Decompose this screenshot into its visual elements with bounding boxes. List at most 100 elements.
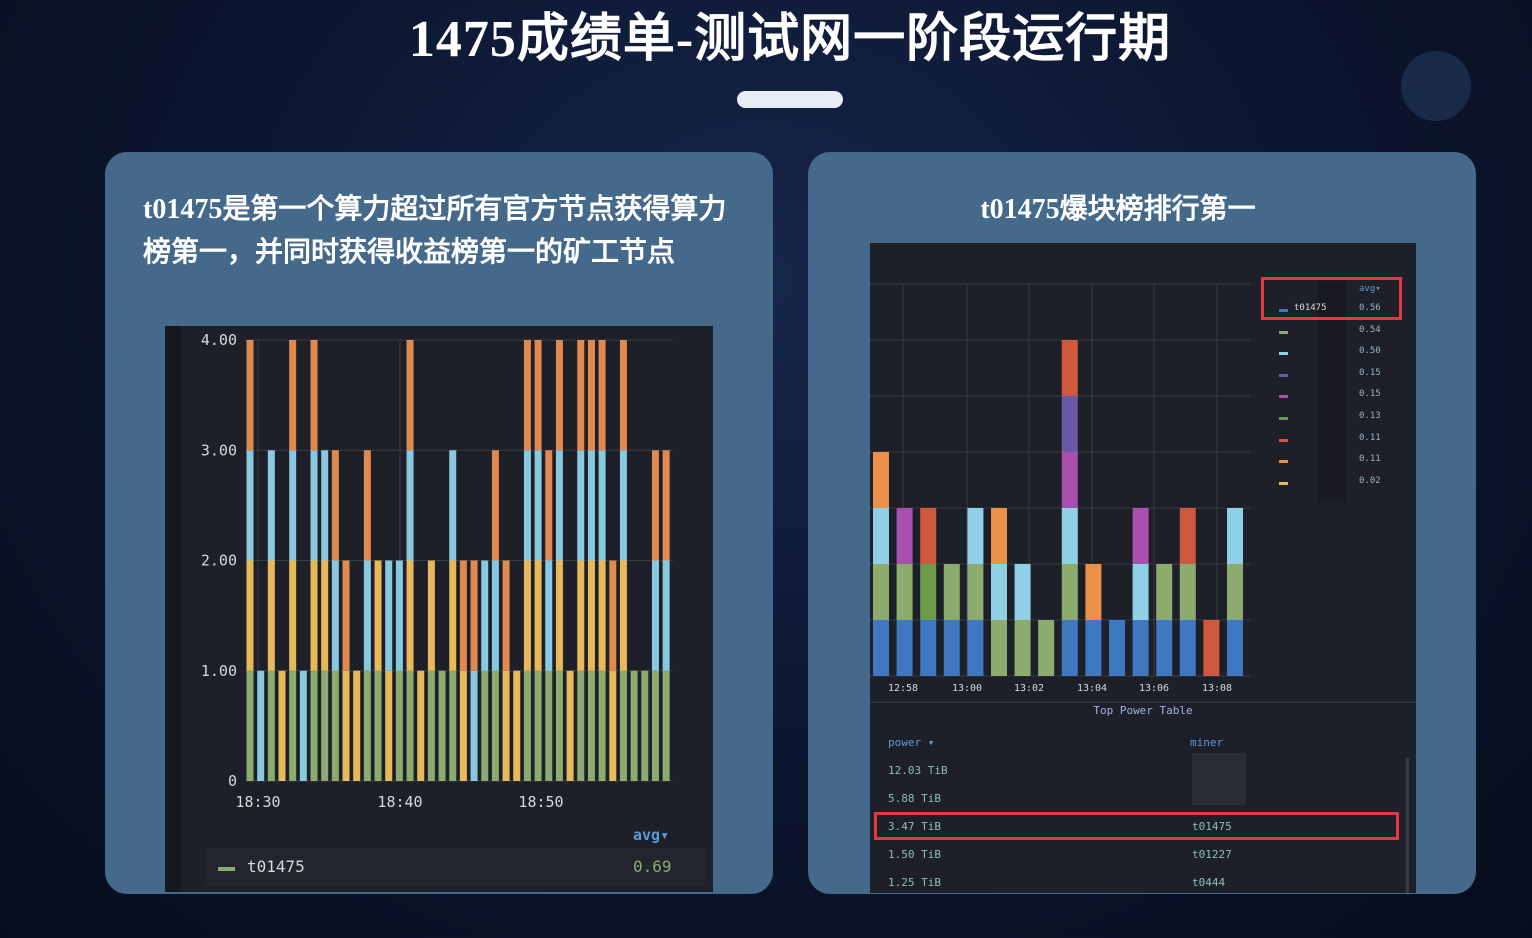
blocks-chart: 12:58 13:00 13:02 13:04 13:06 13:08: [870, 283, 1250, 694]
bar-segment: [481, 560, 489, 671]
decorative-orb: [1401, 51, 1471, 121]
legend-row[interactable]: 0.13: [1275, 411, 1405, 425]
y-tick-label: 2.00: [201, 552, 237, 570]
legend-row[interactable]: 0.50: [1275, 346, 1405, 360]
power-cell: 1.50 TiB: [888, 848, 941, 861]
legend-row[interactable]: 0.15: [1275, 368, 1405, 382]
legend-row[interactable]: 0.54: [1275, 325, 1405, 339]
bar-segment: [267, 670, 275, 781]
bar-segment: [555, 560, 563, 671]
bar-segment: [427, 670, 435, 781]
bar-segment: [609, 670, 617, 781]
bar-segment: [523, 670, 531, 781]
y-tick-label: 3.00: [201, 441, 237, 459]
bar-segment: [406, 340, 414, 451]
bar-segment: [267, 450, 275, 561]
bar-segment: [619, 670, 627, 781]
series-color-swatch: [1279, 352, 1288, 356]
bar-segment: [342, 560, 350, 671]
series-color-swatch: [1279, 395, 1288, 399]
x-tick-label: 18:40: [377, 793, 422, 811]
table-row[interactable]: 1.50 TiB t01227: [870, 846, 1406, 868]
table-scrollbar[interactable]: [1406, 758, 1409, 893]
table-highlight-box: [874, 812, 1399, 840]
bar-segment: [491, 670, 499, 781]
bar-segment: [967, 620, 984, 676]
bar-segment: [523, 340, 531, 451]
bar-segment: [534, 670, 542, 781]
left-panel-text: t01475是第一个算力超过所有官方节点获得算力榜第一，并同时获得收益榜第一的矿…: [143, 194, 727, 268]
bar-segment: [873, 564, 889, 620]
miner-cell: t0444: [1192, 876, 1226, 889]
bar-segment: [577, 450, 585, 561]
bar-segment: [587, 450, 595, 561]
bar-segment: [873, 508, 889, 564]
legend-row[interactable]: t01475 0.56: [1275, 303, 1405, 317]
bar-segment: [1179, 564, 1196, 620]
bar-segment: [331, 560, 339, 671]
bar-segment: [385, 560, 393, 671]
table-row[interactable]: 1.25 TiB t0444: [870, 874, 1406, 893]
bar-segment: [896, 620, 913, 676]
bar-segment: [267, 560, 275, 671]
x-tick-label: 18:30: [235, 793, 280, 811]
bar-segment: [991, 508, 1007, 564]
bar-segment: [427, 560, 435, 671]
legend-avg-header[interactable]: avg▾: [1359, 284, 1381, 294]
bar-segment: [246, 670, 254, 781]
series-color-swatch: [1279, 438, 1288, 442]
bar-segment: [459, 670, 467, 781]
bar-segment: [470, 670, 478, 781]
hashrate-chart: 0 1.00 2.00 3.00 4.00 18:30 18:40 18:50: [201, 331, 673, 811]
table-row[interactable]: 12.03 TiB: [870, 762, 1406, 784]
table-row[interactable]: 3.47 TiB t01475: [870, 818, 1406, 840]
bar-segment: [1132, 508, 1149, 564]
bar-segment: [534, 450, 542, 561]
bar-segment: [943, 564, 960, 620]
bar-segment: [1132, 564, 1149, 620]
table-row[interactable]: 5.88 TiB: [870, 790, 1406, 812]
bar-segment: [873, 620, 889, 676]
bar-segment: [449, 670, 457, 781]
bar-segment: [1156, 564, 1173, 620]
bar-segment: [641, 670, 649, 781]
power-cell: 5.88 TiB: [888, 792, 941, 805]
legend-avg-value: 0.69: [633, 857, 672, 876]
bar-segment: [598, 670, 606, 781]
bar-segment: [534, 560, 542, 671]
bar-segment: [873, 452, 889, 508]
legend-row[interactable]: t01475 0.69: [205, 848, 705, 886]
x-tick-label: 13:04: [1077, 683, 1107, 694]
legend-row[interactable]: 0.15: [1275, 389, 1405, 403]
bar-segment: [534, 340, 542, 451]
bar-segment: [630, 670, 638, 781]
legend-avg-header[interactable]: avg▾: [633, 826, 670, 844]
bar-segment: [449, 560, 457, 671]
bar-segment: [406, 670, 414, 781]
bar-segment: [385, 670, 393, 781]
bar-segment: [662, 450, 670, 561]
bar-segment: [967, 564, 984, 620]
legend-row[interactable]: 0.11: [1275, 433, 1405, 447]
x-tick-label: 13:08: [1202, 683, 1232, 694]
bar-segment: [920, 620, 937, 676]
legend-series-name: t01475: [247, 857, 305, 876]
table-header-power[interactable]: power ▾: [888, 736, 935, 749]
legend-row[interactable]: 0.11: [1275, 454, 1405, 468]
bar-segment: [502, 560, 510, 671]
bar-segment: [566, 670, 574, 781]
bar-segment: [331, 450, 339, 561]
legend-row[interactable]: 0.02: [1275, 476, 1405, 490]
bar-segment: [374, 560, 382, 671]
bar-segment: [353, 670, 361, 781]
bar-segment: [395, 560, 403, 671]
table-header-miner[interactable]: miner: [1190, 736, 1224, 749]
bar-segment: [523, 560, 531, 671]
legend-avg-value: 0.13: [1359, 411, 1381, 421]
bar-segment: [1227, 564, 1243, 620]
bar-segment: [651, 670, 659, 781]
bar-segment: [545, 560, 553, 671]
bar-segment: [246, 560, 254, 671]
bar-segment: [1203, 620, 1220, 676]
series-color-swatch: [218, 867, 235, 871]
